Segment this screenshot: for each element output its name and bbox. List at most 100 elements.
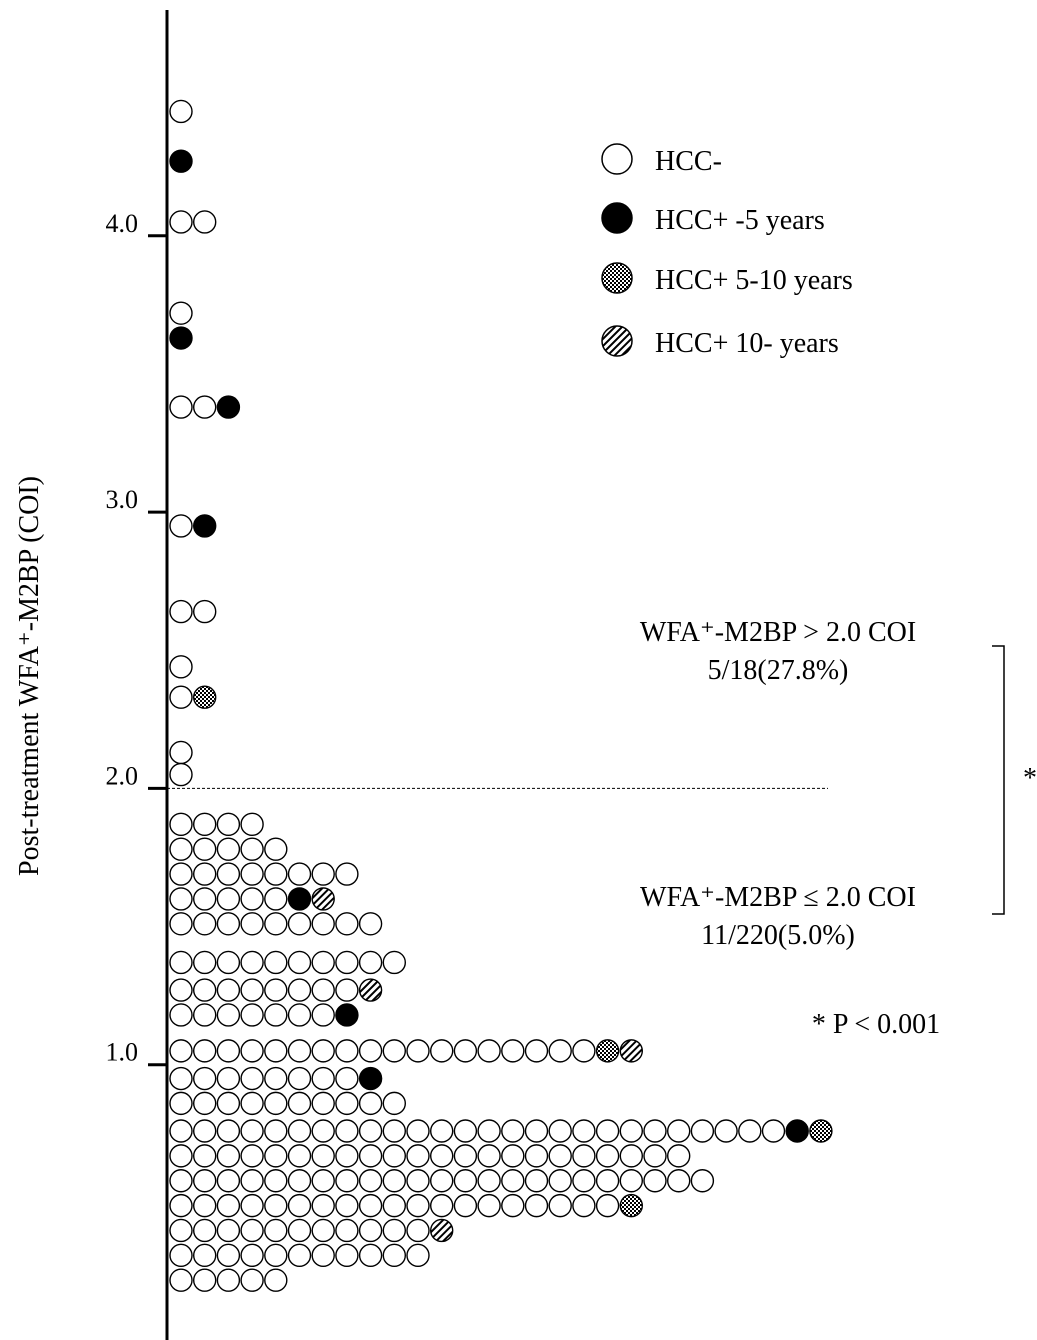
data-point-neg [240,1268,264,1292]
data-point-neg [335,1039,359,1063]
data-point-neg [192,1218,217,1243]
data-point-5to10 [809,1119,833,1143]
data-point-5to10 [595,1039,620,1063]
data-point-neg [335,978,359,1002]
data-point-neg [240,862,264,886]
data-point-neg [643,1119,667,1143]
data-point-neg [572,1039,596,1063]
annotation-below-cutoff-ratio: 11/220(5.0%) [701,920,855,951]
data-point-neg [453,1039,478,1063]
data-point-neg [572,1119,596,1143]
data-point-neg [240,1144,264,1168]
data-point-neg [406,1193,430,1218]
data-point-neg [216,1218,241,1243]
data-point-neg [192,1119,217,1143]
data-point-neg [311,1144,335,1168]
data-point-neg [287,1218,312,1243]
data-point-neg [264,912,288,936]
data-point-neg [169,1119,193,1143]
data-point-neg [311,1003,335,1027]
data-point-neg [595,1169,620,1193]
data-point-gt10 [619,1039,643,1063]
data-point-neg [192,978,217,1002]
data-point-neg [524,1169,549,1193]
data-point-neg [311,1091,335,1116]
data-point-neg [335,1066,359,1091]
data-point-neg [382,1218,406,1243]
data-point-neg [358,1091,383,1116]
data-point-neg [430,1169,454,1193]
data-point-neg [335,1091,359,1116]
data-point-neg [287,1144,312,1168]
data-point-neg [169,685,193,709]
data-point-neg [264,950,288,975]
data-point-neg [287,1066,312,1091]
data-point-neg [430,1119,454,1143]
data-point-neg [169,99,193,124]
significance-bracket [992,645,1005,915]
data-point-neg [216,912,241,936]
data-point-neg [382,1193,406,1218]
data-point-neg [690,1119,715,1143]
data-point-neg [192,599,217,624]
data-point-lt5 [287,887,312,911]
data-point-neg [287,978,312,1002]
data-point-neg [524,1039,549,1063]
data-point-neg [311,978,335,1002]
data-point-neg [761,1119,786,1143]
data-point-neg [169,1268,193,1292]
data-point-neg [335,912,359,936]
data-point-neg [501,1193,525,1218]
data-point-neg [240,978,264,1002]
data-point-neg [311,862,335,886]
data-point-neg [595,1119,620,1143]
data-point-gt10 [358,978,383,1002]
data-point-neg [169,1144,193,1168]
data-point-neg [264,1003,288,1027]
data-point-neg [169,301,193,325]
data-points [169,99,833,1292]
data-point-neg [382,1243,406,1268]
data-point-neg [216,887,241,911]
data-point-neg [287,1119,312,1143]
data-point-neg [430,1193,454,1218]
data-point-neg [216,1193,241,1218]
data-point-neg [264,1039,288,1063]
data-point-neg [192,1268,217,1292]
data-point-neg [192,812,217,837]
data-point-neg [619,1144,643,1168]
data-point-neg [501,1039,525,1063]
data-point-neg [382,1091,406,1116]
data-point-5to10 [619,1193,643,1218]
data-point-neg [287,862,312,886]
data-point-neg [311,1039,335,1063]
data-point-neg [714,1119,738,1143]
data-point-neg [192,1091,217,1116]
data-point-neg [311,1119,335,1143]
data-point-neg [311,950,335,975]
data-point-neg [335,1243,359,1268]
data-point-neg [335,1218,359,1243]
data-point-neg [524,1144,549,1168]
y-tick-label: 4.0 [106,209,139,238]
data-point-neg [477,1119,501,1143]
data-point-neg [169,1193,193,1218]
data-point-neg [264,1218,288,1243]
data-point-neg [287,1091,312,1116]
legend-label-hcc-neg: HCC- [655,146,722,177]
data-point-neg [169,812,193,837]
data-point-neg [169,1169,193,1193]
data-point-neg [453,1119,478,1143]
data-point-neg [169,837,193,861]
data-point-neg [264,862,288,886]
data-point-lt5 [785,1119,809,1143]
data-point-neg [335,1144,359,1168]
data-point-neg [572,1169,596,1193]
data-point-neg [192,395,217,419]
legend-marker-hcc-lt5 [601,202,633,234]
data-point-neg [667,1119,691,1143]
data-point-neg [643,1144,667,1168]
y-axis-ticks: 1.0 2.0 3.0 4.0 [106,209,167,1067]
data-point-neg [335,950,359,975]
data-point-neg [572,1144,596,1168]
